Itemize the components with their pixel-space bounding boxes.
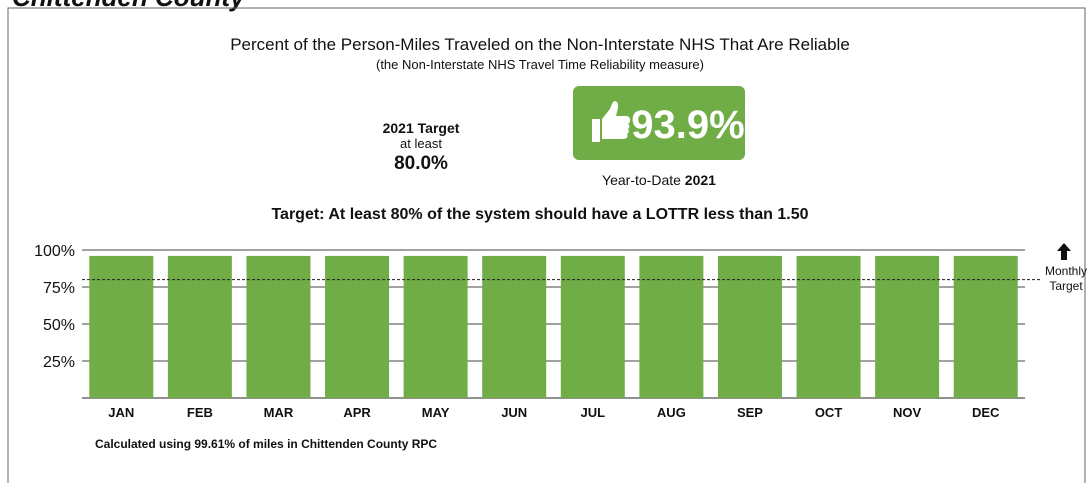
panel-border <box>7 7 1086 483</box>
x-tick-label: OCT <box>815 405 843 420</box>
bar <box>403 255 468 398</box>
y-tick-label: 25% <box>43 354 75 371</box>
bar <box>953 255 1018 398</box>
x-tick-label: MAR <box>264 405 294 420</box>
bar <box>560 255 625 398</box>
ytd-label: Year-to-Date <box>602 172 681 188</box>
kpi-value: 93.9% <box>631 103 744 147</box>
bar <box>325 255 390 398</box>
bar <box>167 255 232 398</box>
ytd-year: 2021 <box>685 172 716 188</box>
x-tick-label: MAY <box>422 405 450 420</box>
x-tick-label: AUG <box>657 405 686 420</box>
chart-subtitle: (the Non-Interstate NHS Travel Time Reli… <box>376 57 704 72</box>
y-tick-label: 50% <box>43 317 75 334</box>
y-tick-label: 100% <box>34 243 75 260</box>
y-tick-label: 75% <box>43 280 75 297</box>
x-tick-label: FEB <box>187 405 213 420</box>
ytd-caption: Year-to-Date 2021 <box>602 172 716 188</box>
x-tick-label: APR <box>343 405 371 420</box>
x-tick-label: JUL <box>581 405 606 420</box>
bar <box>89 255 154 398</box>
x-tick-label: DEC <box>972 405 1000 420</box>
bar <box>875 255 940 398</box>
target-value: 80.0% <box>394 153 448 174</box>
x-tick-label: NOV <box>893 405 922 420</box>
footnote: Calculated using 99.61% of miles in Chit… <box>95 437 437 451</box>
bar <box>482 255 547 398</box>
bar <box>796 255 861 398</box>
target-line-label: Monthly Target <box>1044 264 1088 293</box>
x-tick-label: JAN <box>108 405 134 420</box>
bar <box>246 255 311 398</box>
x-tick-label: JUN <box>501 405 527 420</box>
bar <box>717 255 782 398</box>
target-title: 2021 Target <box>383 120 460 136</box>
x-tick-label: SEP <box>737 405 763 420</box>
target-qualifier: at least <box>400 136 442 151</box>
thumbs-up-icon <box>592 101 630 142</box>
target-arrow <box>1057 243 1071 260</box>
county-title: Chittenden County <box>12 0 246 12</box>
bar <box>639 255 704 398</box>
chart-title: Percent of the Person-Miles Traveled on … <box>230 35 850 54</box>
target-statement: Target: At least 80% of the system shoul… <box>271 206 808 223</box>
